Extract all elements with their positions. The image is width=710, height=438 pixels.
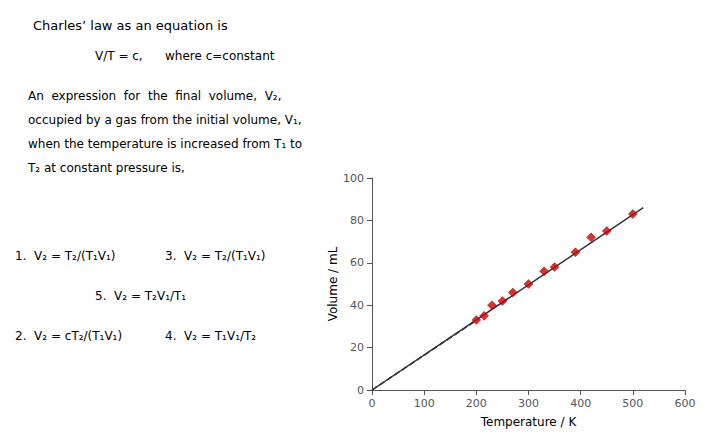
svg-text:An expression for the fina: An expression for the final volume, V₂, [28, 89, 281, 103]
svg-text:0: 0 [369, 397, 376, 410]
svg-text:0: 0 [357, 384, 364, 397]
svg-text:200: 200 [466, 397, 487, 410]
svg-text:600: 600 [675, 397, 696, 410]
svg-text:2. V₂ = cT₂/(T₁V₁): 2. V₂ = cT₂/(T₁V₁) [15, 329, 122, 343]
svg-text:3. V₂ = T₂/(T₁V₁): 3. V₂ = T₂/(T₁V₁) [165, 249, 266, 263]
svg-text:20: 20 [350, 341, 364, 354]
svg-text:100: 100 [343, 172, 364, 185]
svg-text:occupied by a gas from the ini: occupied by a gas from the initial volum… [28, 113, 302, 127]
svg-text:V/T = c,: V/T = c, [95, 49, 143, 63]
svg-text:T₂ at constant pressure is,: T₂ at constant pressure is, [27, 161, 185, 175]
svg-text:1. V₂ = T₂/(T₁V₁): 1. V₂ = T₂/(T₁V₁) [15, 249, 116, 263]
svg-text:Temperature / K: Temperature / K [480, 415, 578, 429]
svg-text:Volume / mL: Volume / mL [326, 246, 340, 321]
svg-text:300: 300 [518, 397, 539, 410]
svg-text:4. V₂ = T₁V₁/T₂: 4. V₂ = T₁V₁/T₂ [165, 329, 256, 343]
svg-text:where c=constant: where c=constant [165, 49, 275, 63]
svg-text:when the temperature is increa: when the temperature is increased from T… [28, 137, 302, 151]
svg-text:5. V₂ = T₂V₁/T₁: 5. V₂ = T₂V₁/T₁ [95, 289, 186, 303]
svg-text:Charles’ law as an equation is: Charles’ law as an equation is [33, 18, 228, 33]
svg-text:80: 80 [350, 214, 364, 227]
svg-text:400: 400 [570, 397, 591, 410]
svg-text:40: 40 [350, 299, 364, 312]
svg-text:60: 60 [350, 256, 364, 269]
svg-text:100: 100 [414, 397, 435, 410]
svg-text:500: 500 [622, 397, 643, 410]
